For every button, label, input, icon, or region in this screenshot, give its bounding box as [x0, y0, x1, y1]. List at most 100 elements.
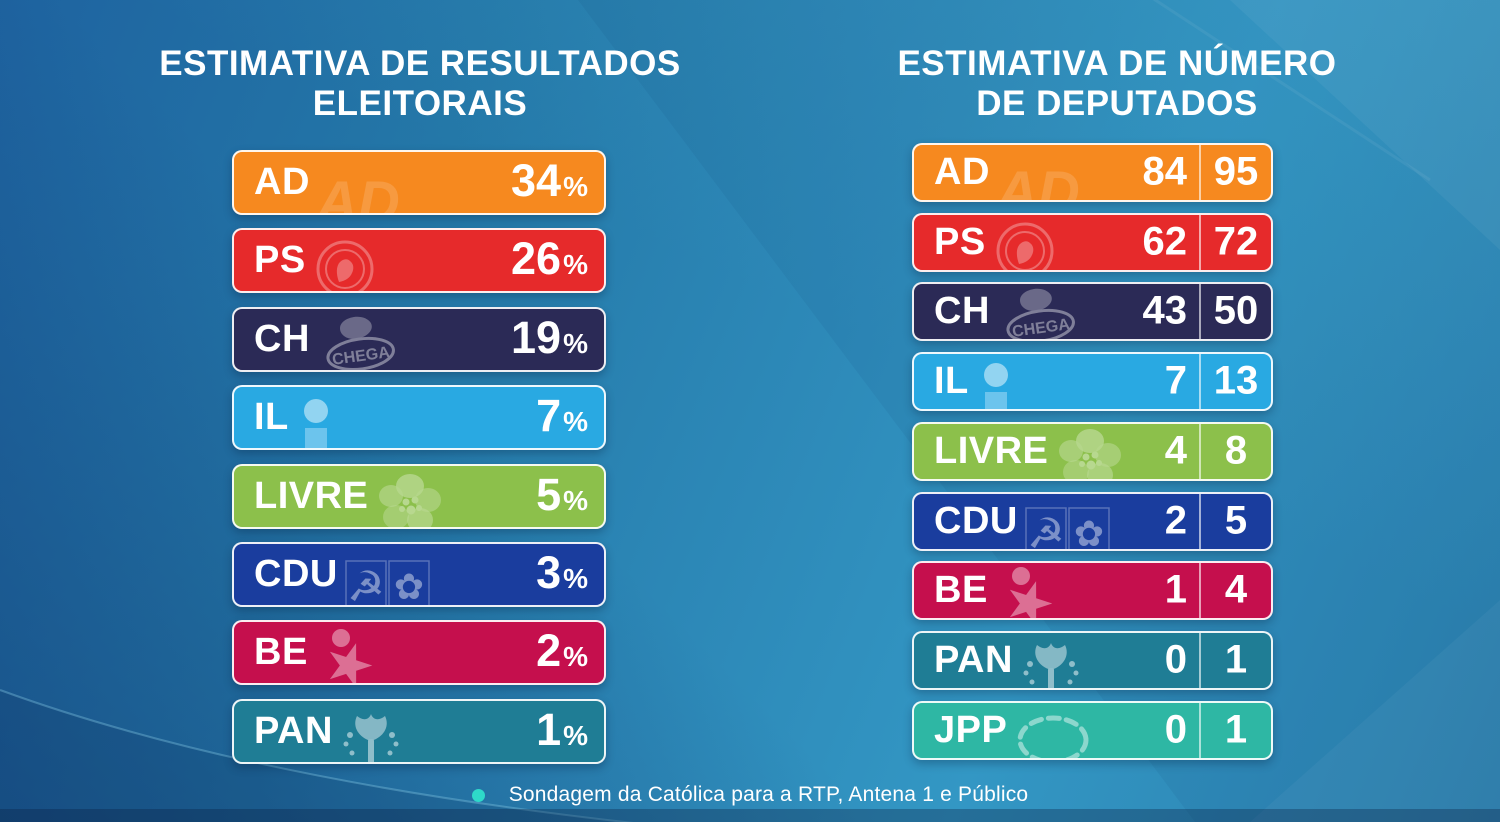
svg-text:☭: ☭	[1027, 510, 1065, 552]
party-label: CH	[934, 290, 990, 332]
percent-sign: %	[563, 484, 588, 516]
party-label-group: CH CHEGA	[934, 284, 1084, 339]
pan-logo-icon	[1019, 636, 1083, 688]
percent-value: 2%	[536, 624, 588, 676]
party-label: AD	[254, 161, 310, 203]
party-label-group: PS	[934, 215, 1058, 270]
party-label-group: PS	[254, 230, 378, 291]
source-footer: Sondagem da Católica para a RTP, Antena …	[0, 783, 1500, 807]
results-bar-cdu: CDU ☭ ✿ 3%	[232, 542, 606, 607]
deputies-bar-jpp: JPP 0 1	[912, 701, 1273, 760]
percent-number: 5	[536, 468, 562, 520]
percent-value: 7%	[536, 389, 588, 441]
party-label: BE	[934, 569, 988, 611]
party-label: AD	[934, 151, 990, 193]
results-bar-pan: PAN 1%	[232, 699, 606, 764]
party-label: PS	[254, 239, 306, 281]
party-label: CH	[254, 318, 310, 360]
svg-text:AD: AD	[994, 160, 1080, 203]
chega-logo-icon: CHEGA	[996, 285, 1084, 340]
livre-logo-icon	[1054, 427, 1126, 479]
party-label: PAN	[934, 639, 1013, 681]
il-logo-icon	[975, 361, 1017, 409]
party-label: JPP	[934, 709, 1008, 751]
seats-max-value: 1	[1224, 707, 1248, 752]
party-label: IL	[254, 396, 289, 438]
bullet-icon	[471, 788, 485, 802]
svg-text:CHEGA: CHEGA	[1011, 315, 1071, 340]
seats-divider-line	[1199, 633, 1201, 688]
deputies-bar-ps: PS 62 72	[912, 213, 1273, 272]
party-label-group: CDU ☭ ✿	[934, 494, 1112, 549]
svg-text:✿: ✿	[394, 566, 424, 607]
svg-text:☭: ☭	[347, 563, 385, 608]
deputies-bar-ch: CH CHEGA 43 50	[912, 282, 1273, 341]
percent-sign: %	[563, 248, 588, 280]
party-label-group: IL	[934, 354, 1017, 409]
svg-text:AD: AD	[314, 170, 400, 216]
results-title-line1: ESTIMATIVA DE RESULTADOS	[159, 44, 681, 83]
party-label-group: AD AD	[254, 152, 408, 213]
percent-value: 3%	[536, 546, 588, 598]
svg-text:★: ★	[994, 563, 1064, 620]
deputies-bar-livre: LIVRE 4 8	[912, 422, 1273, 481]
percent-sign: %	[563, 562, 588, 594]
svg-text:★: ★	[314, 625, 384, 685]
party-label-group: BE ★	[254, 622, 384, 683]
cdu-logo-icon: ☭ ✿	[344, 555, 432, 608]
deputies-bar-il: IL 7 13	[912, 352, 1273, 411]
party-label-group: IL	[254, 387, 337, 448]
seats-min-value: 2	[1164, 498, 1187, 543]
seats-max-value: 8	[1224, 428, 1248, 473]
party-label-group: JPP	[934, 703, 1093, 758]
percent-value: 34%	[511, 154, 588, 206]
seats-min-value: 1	[1164, 567, 1187, 612]
seats-min-value: 62	[1142, 219, 1188, 264]
party-label: CDU	[254, 553, 338, 595]
results-title-line2: ELEITORAIS	[312, 83, 528, 123]
percent-value: 26%	[511, 232, 588, 284]
percent-number: 34	[511, 154, 562, 206]
party-label: LIVRE	[934, 430, 1049, 472]
party-label: PS	[934, 221, 986, 263]
ps-logo-icon	[312, 236, 378, 291]
party-label-group: LIVRE	[934, 424, 1126, 479]
seats-divider-line	[1199, 215, 1201, 270]
bottom-band	[0, 809, 1500, 822]
party-label-group: PAN	[254, 701, 403, 762]
percent-sign: %	[563, 640, 588, 672]
deputies-bar-pan: PAN 0 1	[912, 631, 1273, 690]
deputies-bar-be: BE ★ 1 4	[912, 561, 1273, 620]
results-title: ESTIMATIVA DE RESULTADOS ELEITORAIS	[140, 44, 700, 124]
results-bar-ps: PS 26%	[232, 228, 606, 293]
party-label-group: PAN	[934, 633, 1083, 688]
percent-sign: %	[563, 719, 588, 751]
svg-text:CHEGA: CHEGA	[331, 343, 391, 368]
seats-min-value: 0	[1164, 707, 1187, 752]
results-bar-il: IL 7%	[232, 385, 606, 450]
seats-divider-line	[1199, 703, 1201, 758]
party-label-group: AD AD	[934, 145, 1088, 200]
deputies-title-line1: ESTIMATIVA DE NÚMERO	[897, 44, 1337, 83]
seats-min-value: 0	[1164, 637, 1187, 682]
seats-divider-line	[1199, 354, 1201, 409]
seats-min-value: 4	[1164, 428, 1187, 473]
ad-logo-icon: AD	[314, 164, 408, 216]
source-text: Sondagem da Católica para a RTP, Antena …	[508, 783, 1029, 806]
party-label-group: BE ★	[934, 563, 1064, 618]
livre-logo-icon	[374, 472, 446, 527]
be-logo-icon: ★	[994, 563, 1064, 618]
results-bar-be: BE ★ 2%	[232, 620, 606, 685]
party-label-group: CDU ☭ ✿	[254, 544, 432, 605]
be-logo-icon: ★	[314, 625, 384, 683]
results-bar-livre: LIVRE 5%	[232, 464, 606, 529]
il-logo-icon	[295, 397, 337, 448]
deputies-title-line2: DE DEPUTADOS	[976, 83, 1258, 123]
deputies-title: ESTIMATIVA DE NÚMERO DE DEPUTADOS	[837, 44, 1397, 124]
results-bar-ch: CH CHEGA 19%	[232, 307, 606, 372]
party-label: PAN	[254, 710, 333, 752]
seats-max-value: 4	[1224, 567, 1248, 612]
percent-value: 1%	[536, 703, 588, 755]
deputies-bar-cdu: CDU ☭ ✿ 2 5	[912, 492, 1273, 551]
percent-sign: %	[563, 405, 588, 437]
